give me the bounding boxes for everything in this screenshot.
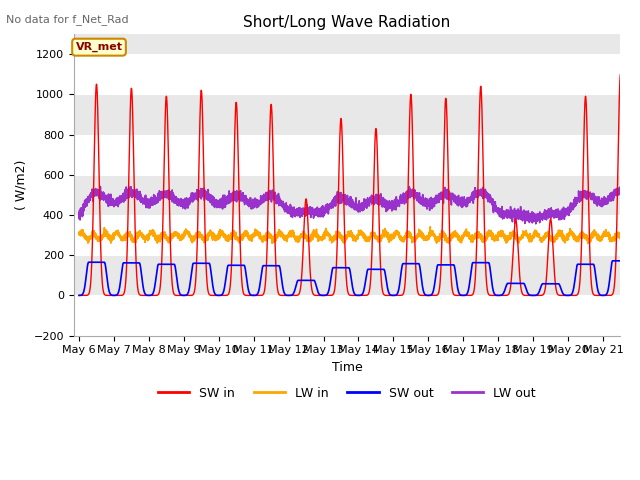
Bar: [74, 94, 620, 134]
Bar: [74, 54, 620, 94]
Bar: [74, 134, 620, 175]
Y-axis label: ( W/m2): ( W/m2): [15, 160, 28, 210]
Title: Short/Long Wave Radiation: Short/Long Wave Radiation: [243, 15, 451, 30]
Text: VR_met: VR_met: [76, 42, 122, 52]
Bar: [74, 34, 620, 54]
Bar: [74, 255, 620, 295]
X-axis label: Time: Time: [332, 361, 362, 374]
Bar: [74, 175, 620, 215]
Text: No data for f_Net_Rad: No data for f_Net_Rad: [6, 14, 129, 25]
Bar: [74, 215, 620, 255]
Legend: SW in, LW in, SW out, LW out: SW in, LW in, SW out, LW out: [153, 382, 541, 405]
Bar: [74, 295, 620, 336]
